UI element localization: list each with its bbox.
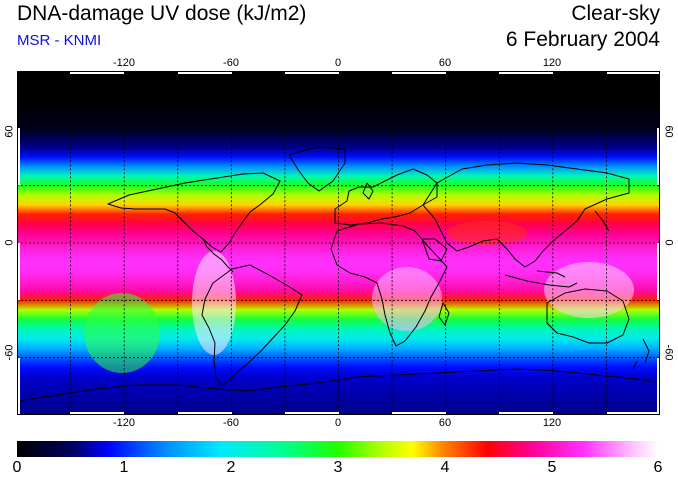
frame-tick: [178, 71, 232, 74]
lat-label-right: 0: [662, 239, 675, 246]
frame-tick: [178, 412, 232, 415]
colorbar-label: 5: [547, 459, 557, 476]
frame-tick: [70, 412, 124, 415]
lon-label-top: 60: [438, 57, 452, 69]
coastline-africa: [330, 222, 448, 347]
lon-label-top: -120: [112, 57, 136, 69]
coastline-central-america: [202, 238, 234, 273]
coastline-asia: [422, 162, 630, 268]
frame-tick: [285, 71, 339, 74]
coastline-new-zealand: [632, 338, 650, 370]
southern-africa-high-dose: [372, 267, 442, 331]
lat-label-left: -60: [3, 344, 16, 361]
lat-label-right: 60: [662, 125, 675, 138]
colorbar-label: 6: [653, 459, 663, 476]
australia-high-dose: [544, 262, 634, 318]
coastline-japan: [594, 210, 610, 232]
coastline-north-america: [107, 172, 281, 253]
coastline-uk: [362, 182, 374, 200]
coastline-indonesia: [504, 270, 578, 288]
data-source: MSR - KNMI: [17, 32, 102, 49]
colorbar: [17, 441, 658, 457]
colorbar-label: 0: [12, 459, 22, 476]
frame-tick: [70, 71, 124, 74]
frame-tick: [499, 71, 553, 74]
south-america-high-dose: [192, 251, 236, 355]
coastline-europe: [334, 168, 438, 226]
frame-tick: [607, 71, 660, 74]
sky-condition: Clear-sky: [571, 2, 660, 25]
coastline-south-america: [201, 264, 303, 387]
lon-label-top: 120: [542, 57, 562, 69]
coastlines: [17, 146, 660, 402]
coastline-greenland: [288, 146, 346, 192]
frame-tick: [657, 243, 660, 300]
colorbar-label: 3: [333, 459, 343, 476]
lon-label-bottom: -60: [223, 417, 239, 429]
frame-tick: [17, 358, 20, 415]
coastline-antarctica: [17, 368, 660, 402]
frame-tick: [17, 243, 20, 300]
frame-tick: [607, 412, 660, 415]
map-title: DNA-damage UV dose (kJ/m2): [17, 2, 307, 25]
colorbar-label: 4: [440, 459, 450, 476]
asia-red-band: [447, 221, 527, 245]
lat-label-left: 0: [3, 239, 16, 246]
map-date: 6 February 2004: [505, 28, 660, 51]
lon-label-top: -60: [223, 57, 239, 69]
map-frame: [17, 71, 660, 415]
lat-label-left: 60: [3, 125, 16, 138]
frame-tick: [285, 412, 339, 415]
lon-label-bottom: 60: [438, 417, 452, 429]
lon-label-bottom: 120: [542, 417, 562, 429]
frame-tick: [17, 128, 20, 185]
lon-label-bottom: 0: [334, 417, 342, 429]
frame-tick: [392, 71, 446, 74]
regional-anomalies: [84, 221, 634, 373]
coastline-australia: [546, 288, 630, 344]
colorbar-fill: [17, 441, 658, 457]
frame-tick: [657, 128, 660, 185]
coastline-arabia: [421, 238, 448, 262]
eastern-pacific-green-tongue: [84, 293, 160, 373]
uv-dose-map: [17, 71, 660, 415]
frame-tick: [392, 412, 446, 415]
colorbar-label: 1: [119, 459, 129, 476]
colorbar-label: 2: [226, 459, 236, 476]
lat-label-right: -60: [662, 344, 675, 361]
frame-tick: [657, 358, 660, 415]
frame-tick: [499, 412, 553, 415]
lon-label-top: 0: [334, 57, 342, 69]
coastline-madagascar: [438, 302, 450, 326]
graticule: [17, 127, 660, 415]
frame-ticks: [17, 71, 660, 415]
lon-label-bottom: -120: [112, 417, 136, 429]
